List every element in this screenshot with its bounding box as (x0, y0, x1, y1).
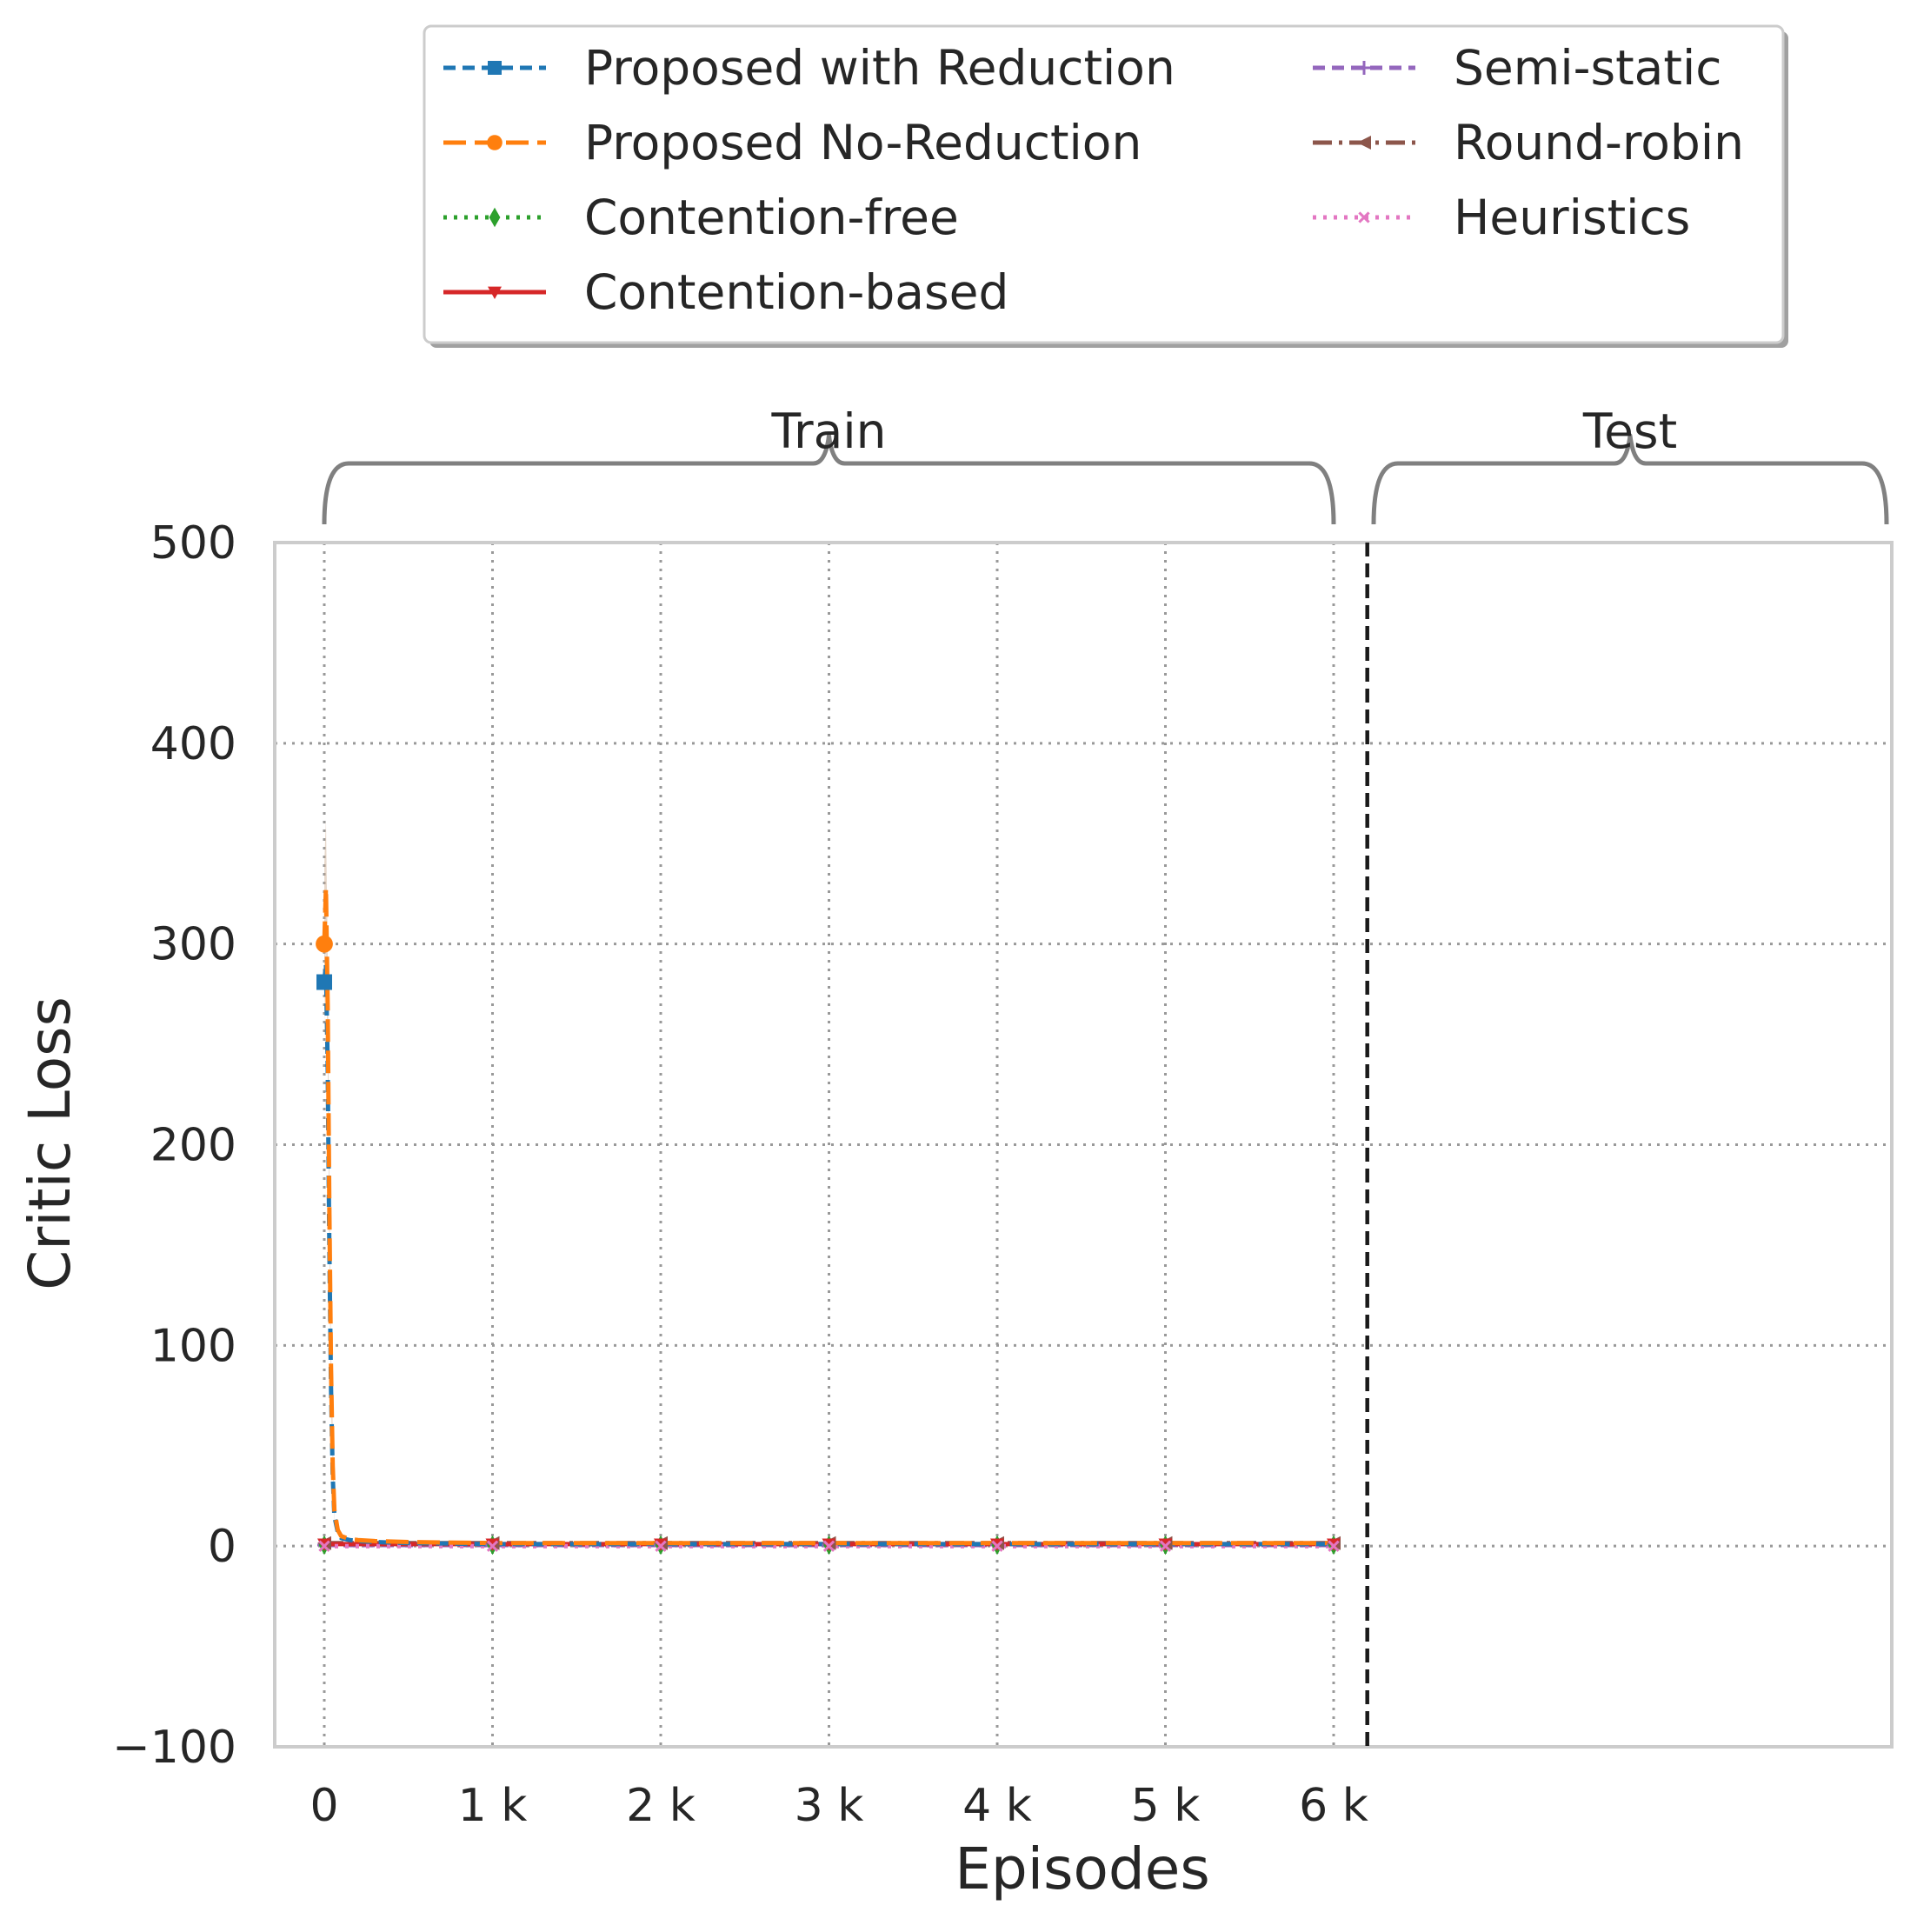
marker-x-b (1358, 211, 1370, 223)
x-tick-label: 1 k (458, 1780, 528, 1832)
brace-shape (1371, 433, 1889, 525)
marker-x-b (1159, 1540, 1172, 1552)
legend-swatch-marker (487, 135, 503, 150)
brace-shape (322, 433, 1336, 525)
y-tick-label: 300 (150, 919, 236, 971)
legend-label: Semi-static (1454, 40, 1721, 96)
marker-x-b (486, 1540, 499, 1552)
marker-x-b (655, 1540, 667, 1552)
series-marker (822, 1540, 835, 1552)
legend-swatch-marker (1357, 61, 1371, 75)
legend-label: Proposed with Reduction (584, 40, 1175, 96)
y-tick-label: −100 (112, 1722, 236, 1774)
legend-swatch-marker (1358, 211, 1370, 223)
marker-x-b (318, 1540, 330, 1552)
x-tick-labels: 0 1 k 2 k 3 k 4 k 5 k 6 k (310, 1780, 1368, 1832)
y-tick-label: 0 (208, 1521, 236, 1573)
x-axis-label: Episodes (955, 1835, 1210, 1902)
x-tick-label: 6 k (1299, 1780, 1368, 1832)
series-marker (655, 1540, 667, 1552)
legend: Proposed with Reduction Proposed No-Reduc… (423, 24, 1788, 348)
x-tick-label: 0 (310, 1780, 338, 1832)
legend-label: Proposed No-Reduction (584, 115, 1142, 170)
marker-x-b (991, 1540, 1003, 1552)
x-tick-label: 2 k (626, 1780, 696, 1832)
marker-x-b (1328, 1540, 1340, 1552)
y-tick-label: 400 (150, 718, 236, 770)
legend-swatch-marker (488, 61, 502, 75)
series-marker (316, 974, 332, 990)
series-marker (1328, 1540, 1340, 1552)
legend-label: Heuristics (1454, 190, 1690, 245)
legend-swatch-marker (489, 207, 501, 228)
legend-label: Round-robin (1454, 115, 1744, 170)
y-tick-label: 200 (150, 1120, 236, 1172)
series-marker (316, 935, 333, 953)
y-tick-label: 500 (150, 517, 236, 570)
section-braces: Train Test (322, 403, 1889, 525)
series-marker (1159, 1540, 1172, 1552)
y-axis-label: Critic Loss (17, 996, 83, 1290)
plot-frame (273, 541, 1894, 1749)
section-label: Test (1582, 403, 1677, 459)
series-lines (316, 885, 1341, 1556)
y-tick-labels: 500 400 300 200 100 0 −100 (112, 517, 236, 1774)
section-label: Train (771, 403, 887, 459)
x-tick-label: 5 k (1131, 1780, 1201, 1832)
marker-x-b (822, 1540, 835, 1552)
series-marker (991, 1540, 1003, 1552)
legend-entries: Proposed with Reduction Proposed No-Reduc… (443, 40, 1744, 320)
series-marker (318, 1540, 330, 1552)
legend-swatch-marker (488, 286, 502, 299)
series-marker (486, 1540, 499, 1552)
legend-label: Contention-free (584, 190, 959, 245)
legend-swatch-marker (1357, 136, 1371, 150)
legend-label: Contention-based (584, 264, 1008, 320)
x-tick-label: 4 k (962, 1780, 1032, 1832)
x-tick-label: 3 k (795, 1780, 864, 1832)
legend-frame (423, 24, 1785, 344)
y-tick-label: 100 (150, 1320, 236, 1372)
